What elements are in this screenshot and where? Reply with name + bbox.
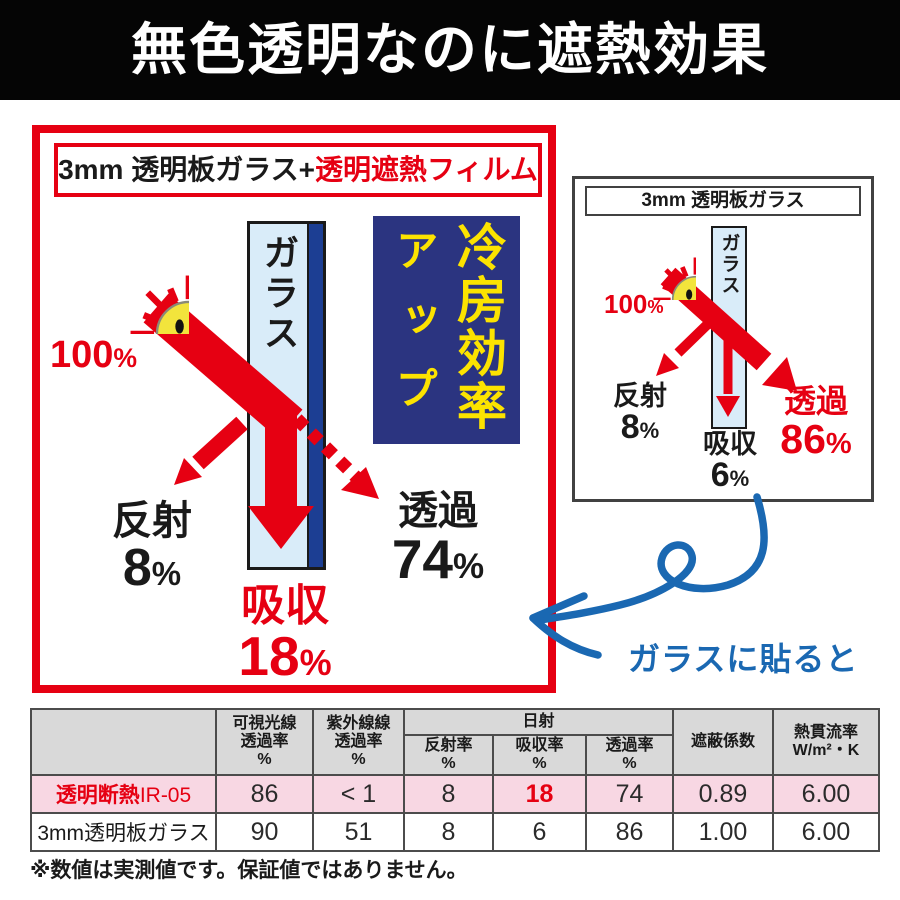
reflection-label-left: 反射 8% [112,499,192,597]
header-visible-light: 可視光線 透過率 % [215,708,314,776]
glass-only-panel-title: 3mm 透明板ガラス [585,186,861,216]
header-solar-reflect: 反射率 % [403,734,494,776]
table-row-glass: 3mm透明板ガラス 90 51 8 6 86 1.00 6.00 [30,812,880,852]
sun-icon [57,202,189,334]
transmission-label-left: 透過 74% [391,489,485,590]
header-solar-transmit: 透過率 % [585,734,674,776]
cooling-badge-text-main: 冷房効率 [450,221,506,433]
film-panel-title: 3mm 透明板ガラス+透明遮熱フィルム [54,143,542,197]
glass-with-film: ガラス [247,221,326,570]
header-shading-coefficient: 遮蔽係数 [672,708,774,776]
glass-label: ガラス [258,234,300,354]
cooling-badge: 冷房効率 アップ [373,216,520,444]
cooling-badge-text-up: アップ [389,228,437,435]
header-solar-absorb: 吸収率 % [492,734,587,776]
glass-label: ガラス [718,233,740,296]
glass-pane: ガラス [250,224,307,567]
page-title: 無色透明なのに遮熱効果 [0,0,900,100]
transmission-label-right: 透過 86% [780,383,852,462]
reflection-label-right: 反射 8% [613,381,667,447]
film-panel-title-film: 透明遮熱フィルム [315,154,538,185]
sun-percent-right: 100% [604,289,664,319]
sun-percent-left: 100% [50,334,138,376]
sun-icon [600,204,696,300]
header-heat-transmission: 熱貫流率 W/m²・K [772,708,880,776]
header-uv: 紫外線線 透過率 % [312,708,405,776]
callout-text: ガラスに貼ると [628,641,859,677]
header-solar: 日射 [403,708,674,736]
absorption-label-right: 吸収 6% [703,429,757,495]
absorption-label-left: 吸収 18% [238,581,332,688]
header-product [30,708,217,776]
glass-only-pane: ガラス [711,226,747,429]
film-layer [307,224,323,567]
film-panel-title-glass: 3mm 透明板ガラス+ [58,154,316,185]
footnote: ※数値は実測値です。保証値ではありません。 [30,859,468,882]
callout-arrow [529,493,768,659]
table-row-film: 透明断熱IR-05 86 < 1 8 18 74 0.89 6.00 [30,774,880,814]
spec-table: 可視光線 透過率 % 紫外線線 透過率 % 日射 遮蔽係数 熱貫流率 W/m²・… [30,708,880,852]
